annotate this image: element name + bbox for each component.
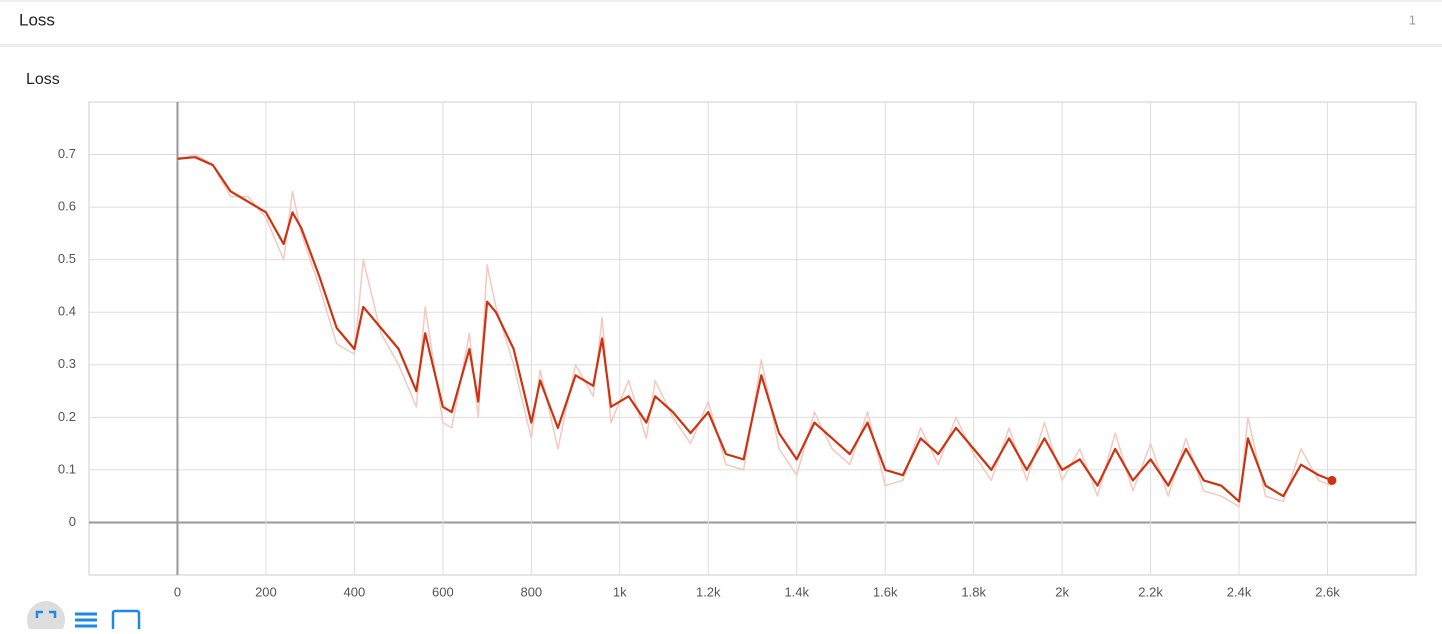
x-tick-label: 1.8k — [961, 584, 986, 599]
header-title: Loss — [19, 10, 55, 29]
x-tick-label: 1k — [613, 584, 627, 599]
x-tick-label: 200 — [255, 584, 277, 599]
x-tick-label: 2.4k — [1227, 584, 1252, 599]
y-tick-label: 0.6 — [58, 199, 76, 214]
chart-title: Loss — [26, 71, 60, 88]
zoom-button[interactable] — [111, 609, 141, 634]
y-tick-label: 0.4 — [58, 304, 76, 319]
x-tick-label: 2.6k — [1315, 584, 1340, 599]
plot-border — [88, 101, 1417, 576]
toolbar — [27, 601, 141, 634]
log-button[interactable] — [75, 612, 97, 628]
y-tick-label: 0.2 — [58, 409, 76, 424]
fit-button-bg — [27, 601, 65, 634]
x-tick-label: 0 — [174, 584, 181, 599]
x-tick-label: 600 — [432, 584, 454, 599]
y-tick-label: 0.1 — [58, 461, 76, 476]
x-tick-label: 1.4k — [784, 584, 809, 599]
series-line — [177, 156, 1333, 503]
header-shadow — [0, 44, 1442, 47]
x-tick-label: 2k — [1055, 584, 1069, 599]
x-tick-label: 400 — [344, 584, 366, 599]
y-tick-label: 0.3 — [58, 356, 76, 371]
series-line — [177, 153, 1333, 508]
y-tick-label: 0.5 — [58, 251, 76, 266]
x-tick-label: 2.2k — [1138, 584, 1163, 599]
last-point — [1327, 475, 1337, 485]
header-count[interactable]: 1 — [1409, 12, 1416, 27]
header-bar — [0, 0, 1442, 44]
y-tick-label: 0 — [69, 514, 76, 529]
x-tick-label: 800 — [520, 584, 542, 599]
x-tick-label: 1.2k — [696, 584, 721, 599]
fit-button[interactable] — [35, 610, 57, 618]
y-tick-label: 0.7 — [58, 146, 76, 161]
x-tick-label: 1.6k — [873, 584, 898, 599]
